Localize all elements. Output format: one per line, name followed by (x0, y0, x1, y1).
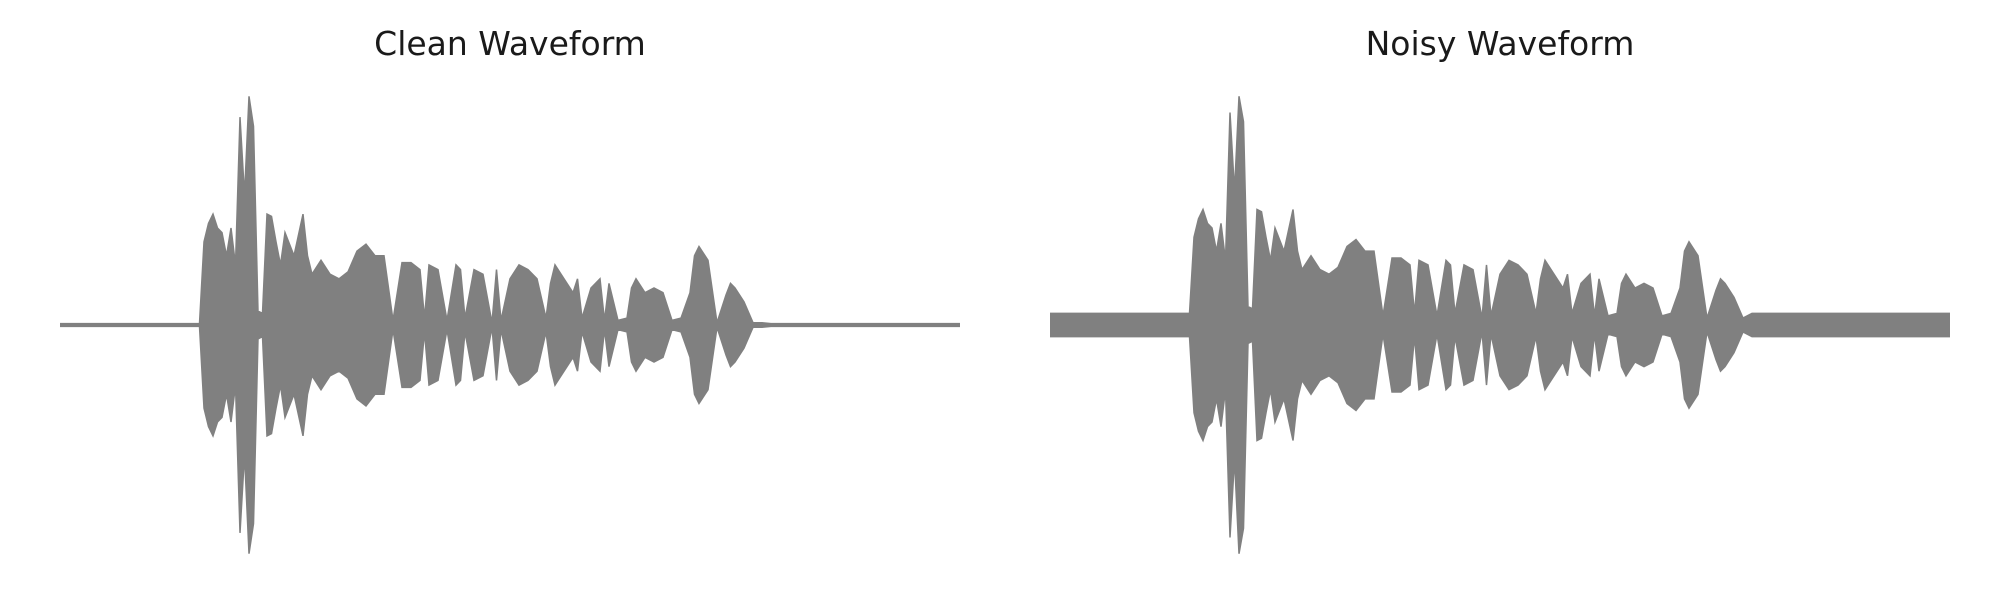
noisy-waveform-panel: Noisy Waveform (1050, 0, 1950, 600)
chart-title: Noisy Waveform (1365, 24, 1635, 63)
clean-waveform-plot (60, 96, 960, 554)
noisy-waveform-plot (1050, 96, 1950, 554)
clean-waveform-panel: Clean Waveform (60, 0, 960, 600)
chart-title: Clean Waveform (374, 24, 646, 63)
